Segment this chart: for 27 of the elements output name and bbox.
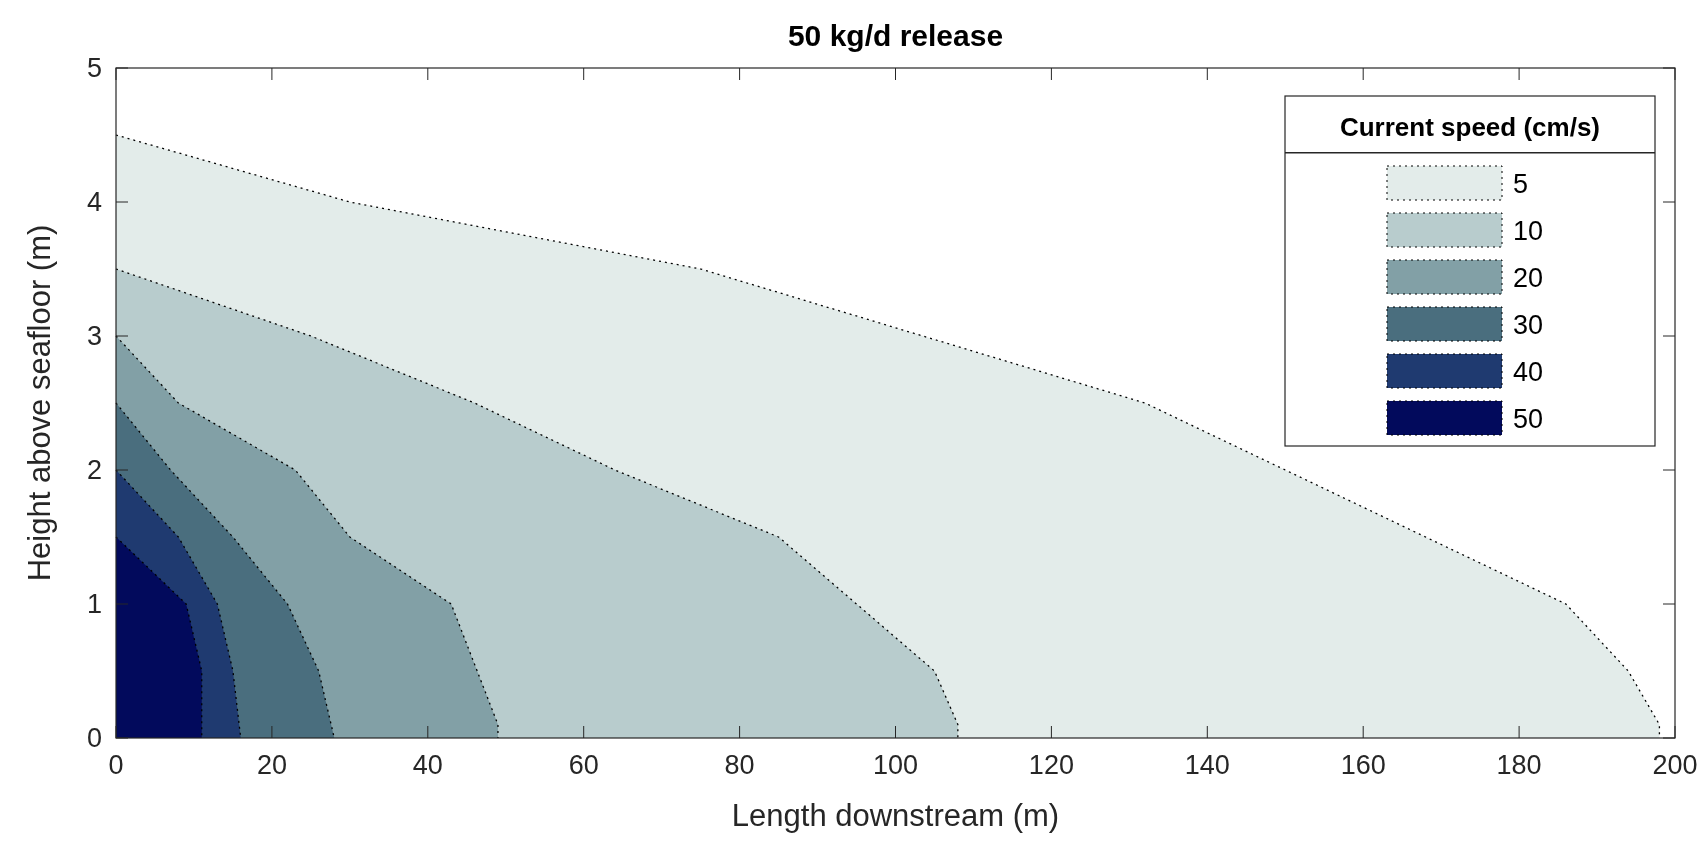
legend-label: 5	[1513, 169, 1529, 199]
y-tick-label: 3	[86, 321, 102, 351]
x-axis-title: Length downstream (m)	[731, 798, 1060, 833]
legend-label: 50	[1513, 404, 1544, 434]
x-tick-label: 80	[724, 750, 755, 780]
y-axis-title: Height above seafloor (m)	[22, 224, 57, 582]
y-tick-label: 5	[86, 53, 102, 83]
x-tick-label: 0	[108, 750, 124, 780]
legend-label: 10	[1513, 216, 1544, 246]
x-tick-label: 180	[1496, 750, 1542, 780]
legend-label: 40	[1513, 357, 1544, 387]
legend-title: Current speed (cm/s)	[1339, 112, 1601, 142]
x-tick-label: 120	[1028, 750, 1074, 780]
y-tick-label: 0	[86, 723, 102, 753]
x-tick-label: 20	[256, 750, 287, 780]
x-tick-label: 160	[1340, 750, 1386, 780]
x-tick-label: 200	[1652, 750, 1698, 780]
chart-title: 50 kg/d release	[787, 19, 1004, 52]
x-tick-label: 40	[412, 750, 443, 780]
x-tick-label: 100	[872, 750, 919, 780]
legend-label: 20	[1513, 263, 1544, 293]
y-tick-label: 1	[86, 589, 102, 619]
y-tick-label: 4	[86, 187, 102, 217]
x-tick-label: 60	[568, 750, 599, 780]
x-tick-label: 140	[1184, 750, 1230, 780]
y-tick-label: 2	[86, 455, 102, 485]
legend-label: 30	[1513, 310, 1544, 340]
